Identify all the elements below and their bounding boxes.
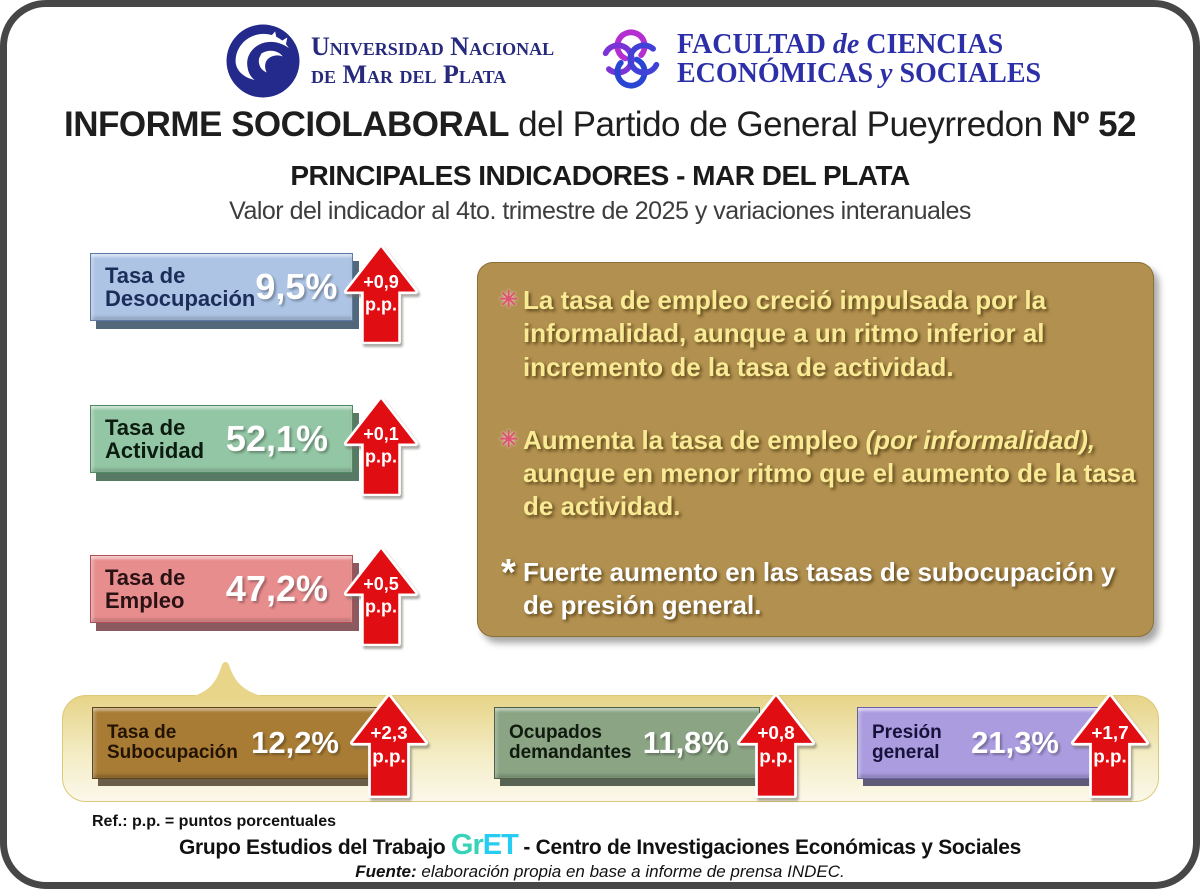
- source-note: Fuente: elaboración propia en base a inf…: [355, 862, 845, 881]
- unmdp-name-line1: Universidad Nacional: [311, 32, 555, 62]
- delta-unit: p.p.: [365, 446, 397, 466]
- up-arrow-icon: +0,1 p.p.: [343, 397, 419, 496]
- indicator-label: Tasa de Subocupación: [107, 721, 238, 763]
- indicator-bar: Tasa de Subocupación 12,2%: [92, 707, 382, 779]
- indicator-bar: Presión general 21,3%: [857, 707, 1102, 779]
- up-arrow-icon: +2,3 p.p.: [350, 694, 428, 798]
- indicator-label: Tasa de Actividad: [105, 414, 205, 463]
- indicator-tasa-desocupacion: Tasa de Desocupación 9,5% +0,9 p.p.: [90, 245, 419, 344]
- indicator-label: Tasa de Desocupación: [105, 262, 256, 311]
- indicator-presion-general: Presión general 21,3% +1,7 p.p.: [857, 694, 1149, 798]
- subtitle: PRINCIPALES INDICADORES - MAR DEL PLATA: [290, 160, 910, 191]
- fceys-logo: FACULTAD de CIENCIAS ECONÓMICAS y SOCIAL…: [595, 23, 1041, 95]
- up-arrow-icon: +1,7 p.p.: [1071, 694, 1149, 798]
- indicator-value: 12,2%: [251, 725, 339, 760]
- indicator-value: 47,2%: [225, 568, 328, 609]
- fceys-name-line1: FACULTAD de CIENCIAS: [677, 28, 1004, 60]
- delta-value: +0,9: [363, 272, 399, 292]
- indicator-label: Ocupados demandantes: [509, 721, 632, 763]
- indicator-label: Presión general: [872, 721, 942, 763]
- asterisk-bullet-icon: *: [501, 551, 516, 594]
- title-number: Nº 52: [1051, 105, 1137, 144]
- fceys-name: FACULTAD de CIENCIAS ECONÓMICAS y SOCIAL…: [677, 28, 1042, 89]
- unmdp-name: Universidad Nacional de Mar del Plata: [311, 33, 554, 88]
- indicator-ocupados-demandantes: Ocupados demandantes 11,8% +0,8 p.p.: [494, 694, 815, 798]
- indicator-value: 9,5%: [255, 266, 338, 307]
- delta-value: +1,7: [1091, 723, 1128, 744]
- comment-item: * Fuerte aumento en las tasas de subocupa…: [501, 552, 1136, 623]
- gret-logo: Gr: [450, 829, 484, 861]
- gret-logo: ET: [482, 829, 519, 861]
- indicator-tasa-empleo: Tasa de Empleo 47,2% +0,5 p.p.: [90, 547, 419, 646]
- indicator-bar: Tasa de Desocupación 9,5%: [90, 253, 353, 321]
- delta-value: +2,3: [370, 723, 407, 744]
- indicator-bar: Ocupados demandantes 11,8%: [494, 707, 760, 779]
- title-bold-lead: INFORME SOCIOLABORAL: [63, 105, 509, 144]
- indicator-bar: Tasa de Actividad 52,1%: [90, 405, 353, 473]
- indicator-value: 11,8%: [642, 725, 729, 760]
- band-pointer-tail: [190, 661, 266, 697]
- delta-value: +0,8: [757, 723, 794, 744]
- period-note: Valor del indicador al 4to. trimestre de…: [229, 197, 971, 225]
- indicator-value: 21,3%: [971, 725, 1059, 760]
- comment-item: ✳ La tasa de empleo creció impulsada por …: [499, 285, 1047, 382]
- indicator-tasa-actividad: Tasa de Actividad 52,1% +0,1 p.p.: [90, 397, 419, 496]
- up-arrow-icon: +0,5 p.p.: [343, 547, 419, 646]
- delta-value: +0,1: [363, 424, 399, 444]
- reference-note: Ref.: p.p. = puntos porcentuales: [92, 813, 337, 830]
- delta-unit: p.p.: [759, 747, 793, 768]
- comment-item: ✳ Aumenta la tasa de empleo (por informal…: [499, 424, 1136, 522]
- comments-box: ✳ La tasa de empleo creció impulsada por …: [477, 262, 1154, 637]
- up-arrow-icon: +0,9 p.p.: [343, 245, 419, 344]
- credits-line: Grupo Estudios del Trabajo GrET - Centro…: [178, 829, 1022, 861]
- unmdp-wave-icon: [226, 24, 300, 98]
- page-title: INFORME SOCIOLABORAL del Partido de Gene…: [7, 105, 1193, 145]
- indicator-label: Tasa de Empleo: [105, 564, 186, 613]
- indicator-bar: Tasa de Empleo 47,2%: [90, 555, 353, 623]
- asterisk-bullet-icon: ✳: [499, 425, 519, 452]
- indicator-tasa-subocupacion: Tasa de Subocupación 12,2% +2,3 p.p.: [92, 694, 428, 798]
- delta-unit: p.p.: [365, 596, 397, 616]
- unmdp-name-line2: de Mar del Plata: [311, 60, 507, 89]
- delta-unit: p.p.: [365, 294, 397, 314]
- fceys-knot-icon: [601, 29, 661, 89]
- delta-unit: p.p.: [372, 747, 406, 768]
- delta-unit: p.p.: [1093, 747, 1127, 768]
- fceys-name-line2: ECONÓMICAS y SOCIALES: [677, 58, 1042, 89]
- delta-value: +0,5: [363, 574, 399, 594]
- unmdp-logo: Universidad Nacional de Mar del Plata: [225, 23, 554, 99]
- up-arrow-icon: +0,8 p.p.: [737, 694, 815, 798]
- asterisk-bullet-icon: ✳: [499, 286, 519, 312]
- indicator-value: 52,1%: [225, 418, 328, 459]
- title-regular: del Partido de General Pueyrredon: [508, 105, 1052, 144]
